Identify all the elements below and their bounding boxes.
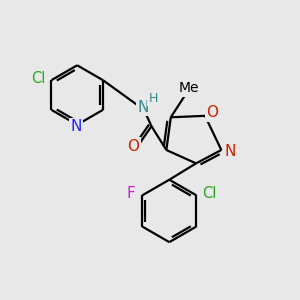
Text: H: H (148, 92, 158, 105)
Text: O: O (206, 105, 218, 120)
Text: O: O (128, 139, 140, 154)
Text: N: N (137, 100, 149, 115)
Text: Cl: Cl (202, 186, 217, 201)
Text: N: N (225, 144, 236, 159)
Text: F: F (126, 186, 135, 201)
Text: Me: Me (178, 82, 199, 95)
Text: Cl: Cl (31, 71, 45, 86)
Text: N: N (70, 119, 81, 134)
